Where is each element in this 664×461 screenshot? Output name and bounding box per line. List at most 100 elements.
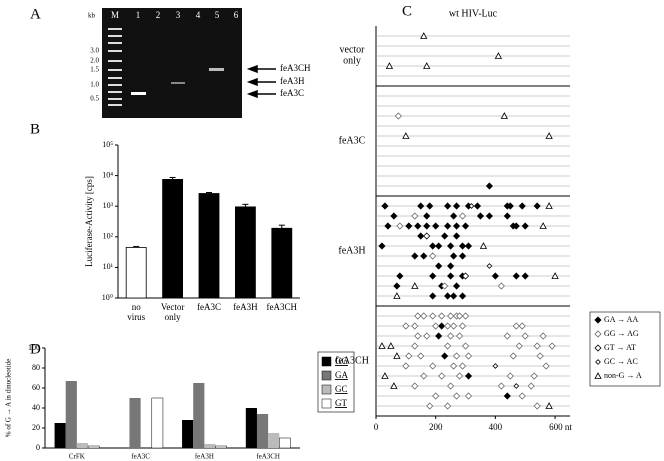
mutation-point <box>390 382 398 389</box>
mutation-point <box>444 322 452 330</box>
mutation-point <box>411 382 419 390</box>
mutation-point <box>533 402 541 410</box>
x-tick-label: feA3CH <box>267 302 298 312</box>
y-tick-label: 100 <box>28 343 40 352</box>
mutation-point <box>435 332 443 340</box>
mutation-point <box>548 342 556 350</box>
mutation-point <box>429 312 437 320</box>
y-tick-label: 0 <box>36 443 40 452</box>
x-tick-label: 200 <box>429 422 443 432</box>
panel-label: A <box>30 6 41 22</box>
bar <box>54 423 66 448</box>
mutation-point <box>533 202 541 210</box>
mutation-point <box>450 292 458 300</box>
mutation-point <box>447 272 455 280</box>
mutation-point <box>381 202 389 210</box>
mutation-point <box>539 222 547 229</box>
mutation-point <box>423 212 431 220</box>
mutation-point <box>509 352 517 360</box>
y-tick-label: 10⁴ <box>102 170 113 179</box>
mutation-point <box>494 52 503 59</box>
mutation-point <box>458 242 467 250</box>
mutation-point <box>464 352 473 360</box>
mutation-point <box>396 222 404 230</box>
mutation-point <box>429 242 437 250</box>
mutation-point <box>447 382 455 390</box>
x-tick-label: CrFK <box>69 453 85 461</box>
mutation-point <box>512 322 520 330</box>
mutation-point <box>450 252 458 260</box>
mutation-point <box>390 212 398 220</box>
lane-label: 4 <box>196 10 201 20</box>
lane-label: M <box>111 10 119 20</box>
mutation-point <box>402 322 410 330</box>
y-axis-label: Luciferase-Activity [cps] <box>84 176 94 267</box>
mutation-point <box>441 232 449 240</box>
mutation-point <box>444 402 452 410</box>
mutation-point <box>396 272 404 280</box>
mutation-point <box>453 222 461 230</box>
mutation-point <box>468 203 475 209</box>
mutation-point <box>518 202 526 210</box>
mutation-point <box>438 312 446 320</box>
mutation-point <box>506 372 514 380</box>
mutation-point <box>385 62 394 69</box>
legend-swatch <box>321 370 332 381</box>
mutation-point <box>423 62 431 69</box>
y-tick-label: 10⁰ <box>102 293 113 302</box>
panel-label: B <box>30 121 40 137</box>
mutation-point <box>393 352 401 359</box>
mutation-point <box>429 272 437 280</box>
mutation-point <box>417 202 425 210</box>
mutation-point <box>464 392 473 400</box>
legend-swatch <box>321 398 332 409</box>
mutation-point <box>512 272 520 280</box>
mutation-point <box>411 252 419 260</box>
y-tick-label: 20 <box>32 423 40 432</box>
mutation-point <box>393 292 401 299</box>
mutation-point <box>441 352 449 360</box>
mutation-point <box>429 292 437 300</box>
size-label: 3.0 <box>90 47 99 55</box>
bar <box>125 247 147 299</box>
x-tick-label: feA3CH <box>256 453 280 461</box>
mutation-point <box>458 252 467 260</box>
y-axis-label: % of G → A in dinucleotide <box>5 359 13 438</box>
mutation-point <box>453 282 461 290</box>
mutation-point <box>414 222 422 230</box>
legend-label: GT → AT <box>604 343 636 352</box>
mutation-point <box>506 202 514 210</box>
bar <box>151 397 164 449</box>
mutation-point <box>414 312 422 320</box>
mutation-point <box>450 322 458 330</box>
mutation-point <box>458 212 467 220</box>
mutation-point <box>456 332 464 340</box>
legend-label: non-G → A <box>604 371 642 380</box>
band-label: feA3H <box>280 76 305 86</box>
mutation-point <box>423 232 431 240</box>
size-label: 0.5 <box>90 95 99 103</box>
lane-label: 6 <box>234 10 239 20</box>
lane-label: 3 <box>176 10 181 20</box>
y-tick-label: 60 <box>32 383 40 392</box>
mutation-point <box>456 372 464 380</box>
bar <box>87 445 100 449</box>
x-tick-label: feA3C <box>131 453 150 461</box>
legend-label: GA → AA <box>604 315 638 324</box>
bar <box>256 414 269 448</box>
group-label: feA3C <box>339 135 366 146</box>
legend-box <box>589 311 661 387</box>
mutation-point <box>545 202 553 209</box>
bar <box>268 433 280 448</box>
mutation-point <box>456 312 464 320</box>
bar <box>162 179 184 299</box>
legend-symbol <box>594 372 602 379</box>
arrows <box>246 64 276 99</box>
y-tick-label: 80 <box>32 363 40 372</box>
mutation-point <box>515 342 523 350</box>
bar <box>198 193 220 299</box>
mutation-point <box>461 222 470 230</box>
bar <box>234 206 256 299</box>
lane-label: 1 <box>136 10 141 20</box>
bar <box>271 227 293 299</box>
